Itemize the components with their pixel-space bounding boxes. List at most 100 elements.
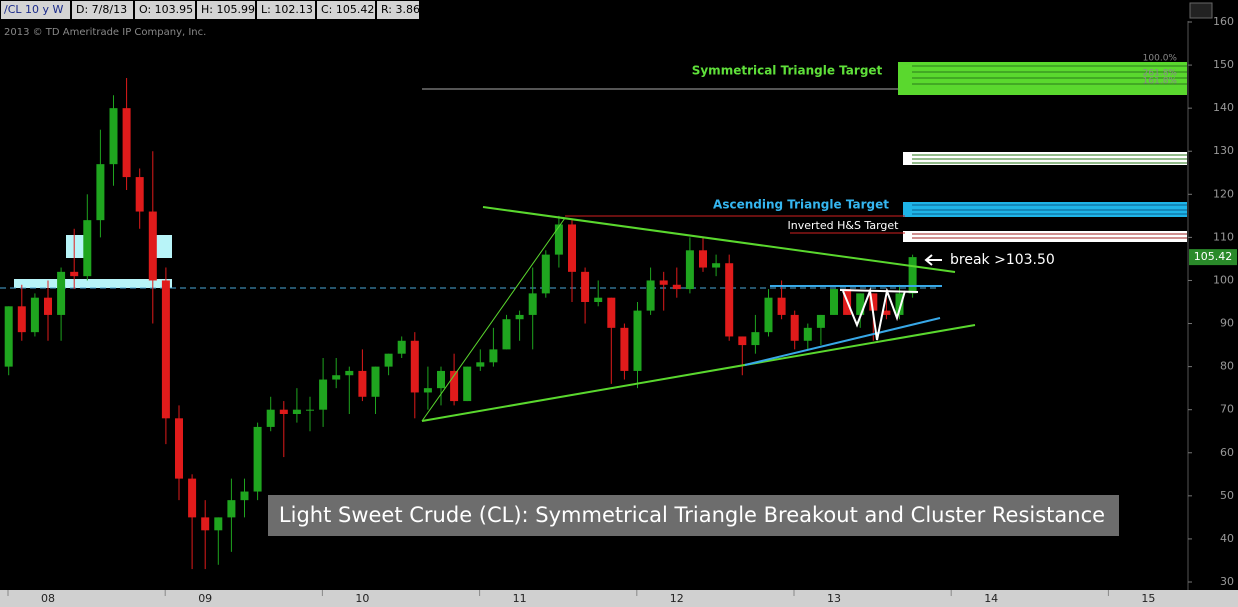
candle-body: [725, 263, 734, 337]
annotation: break >103.50: [950, 252, 1055, 268]
candle-body: [882, 310, 891, 315]
y-tick-label: 140: [1213, 101, 1234, 114]
x-tick-label: 08: [41, 592, 55, 605]
trendline: [421, 217, 566, 422]
candle-body: [437, 370, 445, 389]
candle-body: [253, 426, 262, 492]
annotation: Symmetrical Triangle Target: [692, 64, 883, 78]
x-axis-panel: [0, 590, 1238, 607]
candle-body: [489, 349, 498, 363]
candle-body: [332, 375, 341, 380]
candle-body: [30, 297, 39, 333]
candle-body: [345, 370, 354, 376]
candle-body: [410, 340, 419, 393]
candle-body: [57, 271, 66, 315]
candle-body: [463, 366, 472, 402]
x-tick-label: 09: [198, 592, 212, 605]
candle-body: [279, 409, 288, 414]
chart-settings-button[interactable]: [1189, 2, 1213, 19]
candle-body: [646, 280, 655, 311]
candle-body: [319, 379, 328, 410]
fib-label: 161.8%: [1143, 77, 1178, 87]
candle-body: [122, 108, 131, 178]
y-tick-label: 120: [1213, 187, 1234, 200]
y-tick-label: 30: [1220, 575, 1234, 588]
candle-body: [568, 224, 576, 272]
candle-body: [148, 211, 157, 281]
candle-body: [594, 297, 603, 302]
x-tick-label: 11: [513, 592, 527, 605]
x-tick-label: 10: [355, 592, 369, 605]
y-tick-label: 130: [1213, 144, 1234, 157]
price-tag: 105.42: [1194, 250, 1233, 263]
candle-body: [790, 314, 799, 341]
candle-body: [895, 293, 904, 315]
y-tick-label: 150: [1213, 58, 1234, 71]
candle-body: [830, 289, 838, 315]
header-box: [257, 1, 315, 19]
header-low: L: 102.13: [261, 3, 313, 16]
trendline: [421, 324, 976, 422]
fib-label: 100.0%: [1143, 54, 1178, 64]
y-tick-label: 70: [1220, 403, 1234, 416]
pattern-outline: [842, 287, 906, 341]
header-box: [317, 1, 375, 19]
resistance-box: [152, 235, 172, 258]
candles: [4, 78, 917, 570]
candle-body: [751, 332, 760, 346]
candle-body: [528, 293, 537, 315]
y-tick-label: 110: [1213, 230, 1234, 243]
arrow: [924, 254, 942, 266]
candle-body: [135, 177, 144, 212]
candle-body: [306, 409, 314, 411]
trendline: [482, 206, 956, 273]
candle-body: [607, 297, 616, 328]
candle-body: [699, 250, 707, 268]
header-high: H: 105.99: [201, 3, 255, 16]
candle-body: [188, 478, 197, 518]
candle-body: [777, 297, 786, 315]
candle-body: [292, 409, 301, 414]
candle-body: [240, 491, 249, 501]
resistance-box: [14, 279, 172, 288]
candle-body: [384, 353, 393, 367]
header-open: O: 103.95: [139, 3, 193, 16]
candle-body: [83, 220, 92, 277]
trendline: [744, 317, 941, 366]
candle-body: [856, 293, 865, 315]
candle-body: [633, 310, 642, 371]
candle-body: [4, 306, 13, 367]
header-box: [197, 1, 255, 19]
candle-body: [476, 362, 485, 367]
candle-body: [96, 164, 105, 221]
chart-title: Light Sweet Crude (CL): Symmetrical Tria…: [279, 503, 1105, 527]
target-zone: [903, 231, 1187, 242]
candle-body: [581, 271, 590, 302]
candle-body: [502, 319, 511, 350]
header-close: C: 105.42: [321, 3, 374, 16]
candle-body: [266, 409, 275, 427]
candle-body: [214, 517, 223, 531]
candle-body: [201, 517, 210, 531]
y-axis-panel: [1188, 0, 1238, 607]
header-range: R: 3.86: [381, 3, 420, 16]
candle-body: [685, 250, 694, 290]
candle-body: [371, 366, 380, 397]
candle-body: [227, 500, 236, 518]
header-box: [1, 1, 70, 19]
price-tag-bg: [1189, 249, 1237, 266]
candle-body: [423, 388, 432, 393]
candle-body: [17, 306, 26, 333]
symbol[interactable]: /CL 10 y W: [4, 3, 64, 16]
header-box: [135, 1, 195, 19]
candle-body: [738, 336, 747, 346]
candle-body: [515, 314, 524, 320]
candle-body: [161, 280, 170, 419]
annotation: Inverted H&S Target: [788, 219, 900, 232]
y-tick-label: 90: [1220, 317, 1234, 330]
candle-body: [397, 340, 406, 354]
y-tick-label: 100: [1213, 273, 1234, 286]
candle-body: [712, 263, 721, 268]
